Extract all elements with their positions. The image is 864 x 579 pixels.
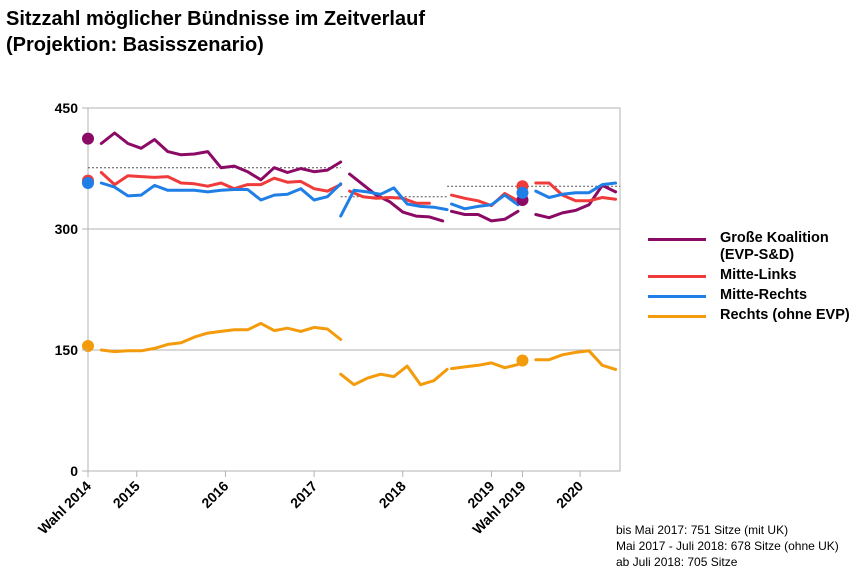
legend-label: Mitte-Rechts — [720, 287, 808, 303]
x-tick-label: 2015 — [110, 478, 143, 511]
y-tick-label: 300 — [55, 221, 79, 237]
series-line-1-segment-2 — [450, 192, 520, 208]
legend-swatch — [648, 238, 706, 241]
series-line-3-segment-0 — [99, 321, 343, 354]
y-tick-label: 150 — [55, 342, 79, 358]
series-line-2-segment-1 — [339, 186, 449, 218]
grid-layer — [87, 107, 621, 472]
x-tick-label: 2017 — [287, 478, 320, 511]
seat-note: Mai 2017 - Juli 2018: 678 Sitze (ohne UK… — [616, 539, 839, 553]
legend-swatch — [648, 315, 706, 318]
x-tick-label: Wahl 2014 — [35, 478, 95, 538]
legend-swatch — [648, 275, 706, 278]
chart-title-line-2: (Projektion: Basisszenario) — [6, 34, 264, 56]
series-line-2-segment-0 — [99, 181, 343, 202]
series-line-0-segment-2 — [450, 209, 520, 223]
series-line-1-segment-3 — [534, 181, 618, 203]
election-2014-point-2 — [82, 177, 94, 190]
x-tick-label: 2016 — [198, 478, 231, 511]
x-tick-label: 2020 — [553, 478, 586, 511]
y-tick-label: 450 — [55, 100, 79, 116]
series-line-0-segment-1 — [348, 172, 445, 223]
election-2019-point-3 — [516, 354, 529, 367]
plot-frame — [87, 107, 621, 472]
seat-notes: bis Mai 2017: 751 Sitze (mit UK) Mai 201… — [616, 522, 839, 570]
series-line-3-segment-3 — [534, 349, 618, 371]
series-line-2-segment-3 — [534, 181, 618, 199]
marker-layer — [82, 132, 529, 367]
legend-label: Mitte-Links — [720, 267, 797, 283]
seat-note: bis Mai 2017: 751 Sitze (mit UK) — [616, 523, 789, 537]
series-line-1-segment-1 — [348, 189, 431, 205]
legend: Große Koalition (EVP-S&D) Mitte-Links Mi… — [648, 230, 850, 327]
election-2019-point-2 — [516, 186, 529, 199]
legend-swatch — [648, 295, 706, 298]
series-line-3-segment-1 — [339, 364, 449, 387]
chart-title-line-1: Sitzzahl möglicher Bündnisse im Zeitverl… — [6, 8, 425, 30]
seat-note: ab Juli 2018: 705 Sitze — [616, 555, 738, 569]
election-2014-point-0 — [82, 132, 94, 145]
series-line-2-segment-2 — [450, 193, 520, 211]
series-layer — [99, 131, 618, 387]
legend-item-grosse-koalition: Große Koalition (EVP-S&D) — [648, 230, 850, 264]
series-line-0-segment-0 — [99, 131, 343, 182]
legend-label: Rechts (ohne EVP) — [720, 307, 850, 323]
y-tick-label: 0 — [70, 463, 78, 479]
legend-label: Große Koalition (EVP-S&D) — [720, 230, 829, 263]
chart-title: Sitzzahl möglicher Bündnisse im Zeitverl… — [6, 6, 425, 58]
legend-item-rechts: Rechts (ohne EVP) — [648, 307, 850, 324]
x-tick-label: 2018 — [376, 478, 409, 511]
legend-item-mitte-rechts: Mitte-Rechts — [648, 287, 850, 304]
legend-item-mitte-links: Mitte-Links — [648, 267, 850, 284]
series-line-1-segment-0 — [99, 171, 343, 193]
series-line-3-segment-2 — [450, 361, 520, 371]
election-2014-point-3 — [82, 339, 94, 352]
